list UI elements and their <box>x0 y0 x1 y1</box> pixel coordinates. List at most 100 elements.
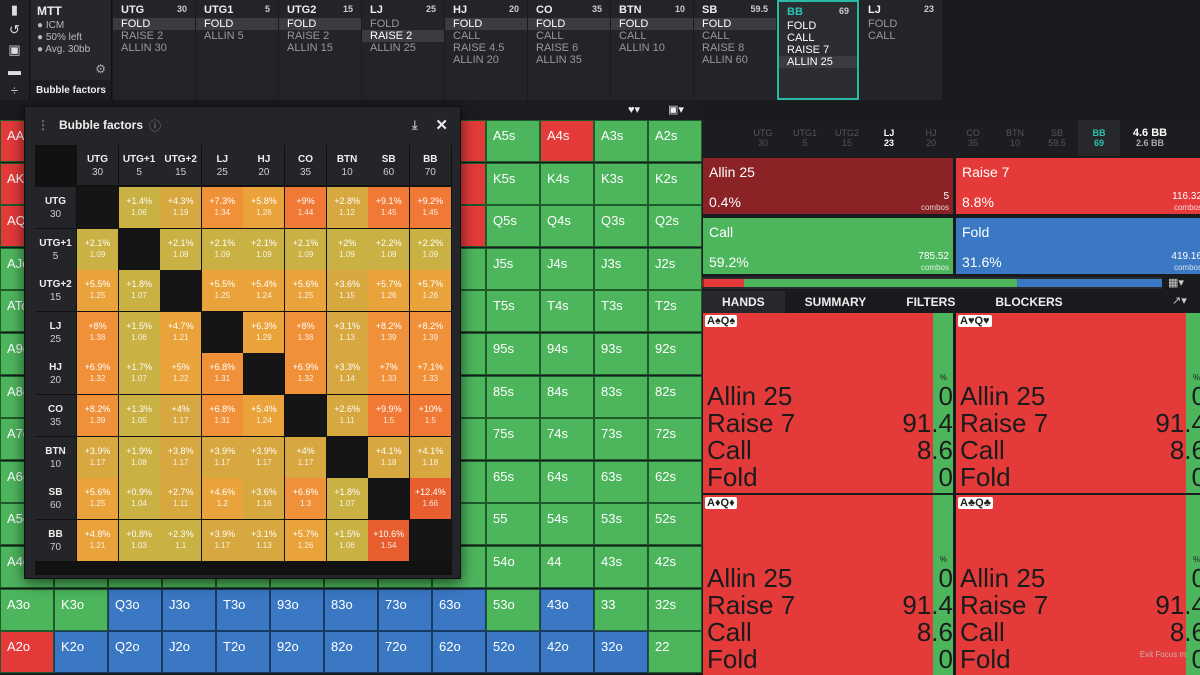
seat-action[interactable]: ALLIN 15 <box>287 42 333 54</box>
hand-cell[interactable]: 32o <box>594 631 648 674</box>
seat-9[interactable]: LJ 23 FOLD CALL <box>860 0 942 100</box>
hand-cell[interactable]: 54o <box>486 546 540 588</box>
hand-cell[interactable]: J3s <box>594 247 648 290</box>
seat-action[interactable]: FOLD <box>370 18 400 30</box>
seat-action[interactable]: FOLD <box>868 18 898 30</box>
hand-cell[interactable]: 82s <box>648 375 702 418</box>
seat-action[interactable]: FOLD <box>445 18 527 30</box>
hand-cell[interactable]: 65s <box>486 460 540 503</box>
hand-cell[interactable]: A3o <box>0 588 54 631</box>
seat-action[interactable]: ALLIN 60 <box>702 54 748 66</box>
bubble-factors-button[interactable]: Bubble factors <box>31 80 111 100</box>
close-icon[interactable]: ✕ <box>435 117 448 134</box>
hand-cell[interactable]: T3o <box>216 588 270 631</box>
hand-cell[interactable]: T3s <box>594 290 648 333</box>
hand-cell[interactable]: 44 <box>540 546 594 588</box>
action-box-3[interactable]: Fold 31.6% 419.16 combos <box>956 218 1200 274</box>
seat-action[interactable]: CALL <box>536 30 564 42</box>
hand-cell[interactable]: 64s <box>540 460 594 503</box>
seat-3[interactable]: LJ 25 FOLD RAISE 2 ALLIN 25 <box>362 0 444 100</box>
hand-cell[interactable]: Q2s <box>648 205 702 248</box>
hand-cell[interactable]: 22 <box>648 631 702 674</box>
hand-cell[interactable]: Q4s <box>540 205 594 248</box>
hand-cell[interactable]: Q5s <box>486 205 540 248</box>
seat-action[interactable]: ALLIN 30 <box>121 42 167 54</box>
seat-action[interactable]: RAISE 2 <box>362 30 444 42</box>
seat-action[interactable]: RAISE 7 <box>787 44 830 56</box>
gear-icon[interactable]: ⚙ <box>95 62 106 76</box>
seat-action[interactable]: ALLIN 5 <box>204 30 244 42</box>
hand-cell[interactable]: 53o <box>486 588 540 631</box>
gamepad-icon[interactable]: ▬ <box>8 62 21 78</box>
action-box-1[interactable]: Raise 7 8.8% 116.32 combos <box>956 158 1200 214</box>
grid-view-icon[interactable]: ▦▾ <box>1168 277 1184 289</box>
hand-cell[interactable]: 84s <box>540 375 594 418</box>
seat-action[interactable]: RAISE 2 <box>287 30 330 42</box>
hand-cell[interactable]: 92s <box>648 333 702 375</box>
hand-cell[interactable]: K4s <box>540 162 594 205</box>
hand-cell[interactable]: J2s <box>648 247 702 290</box>
hand-cell[interactable]: 42o <box>540 631 594 674</box>
hand-cell[interactable]: 83s <box>594 375 648 418</box>
hand-cell[interactable]: A4s <box>540 120 594 162</box>
position-2[interactable]: UTG2 15 <box>834 128 859 148</box>
hand-cell[interactable]: 93o <box>270 588 324 631</box>
bookmark-icon[interactable]: ▮ <box>10 2 19 17</box>
hand-cell[interactable]: Q3s <box>594 205 648 248</box>
hand-detail-2[interactable]: A♦Q♦% Allin 25 0 Raise 7 91.4 Call 8.6 Fold 0 <box>703 495 953 675</box>
hand-cell[interactable]: A2o <box>0 631 54 674</box>
hand-cell[interactable]: 83o <box>324 588 378 631</box>
seat-action[interactable]: ALLIN 25 <box>370 42 416 54</box>
seat-0[interactable]: UTG 30 FOLD RAISE 2 ALLIN 30 <box>113 0 195 100</box>
tab-blockers[interactable]: BLOCKERS <box>995 295 1063 309</box>
seat-4[interactable]: HJ 20 FOLD CALL RAISE 4.5 ALLIN 20 <box>445 0 527 100</box>
hand-cell[interactable]: 52o <box>486 631 540 674</box>
hand-cell[interactable]: J2o <box>162 631 216 674</box>
hand-cell[interactable]: 75s <box>486 418 540 461</box>
position-0[interactable]: UTG 30 <box>753 128 773 148</box>
seat-action[interactable]: FOLD <box>528 18 610 30</box>
expand-icon[interactable]: ↗▾ <box>1172 295 1187 307</box>
seat-action[interactable]: CALL <box>787 32 815 44</box>
hand-cell[interactable]: 62s <box>648 460 702 503</box>
hand-cell[interactable]: 52s <box>648 503 702 546</box>
seat-action[interactable]: ALLIN 35 <box>536 54 582 66</box>
hand-cell[interactable]: 42s <box>648 546 702 588</box>
undo-icon[interactable]: ↺ <box>9 22 20 37</box>
action-box-2[interactable]: Call 59.2% 785.52 combos <box>703 218 953 274</box>
hand-cell[interactable]: 73s <box>594 418 648 461</box>
hand-cell[interactable]: 92o <box>270 631 324 674</box>
hand-cell[interactable]: A5s <box>486 120 540 162</box>
seat-action[interactable]: FOLD <box>196 18 278 30</box>
hand-cell[interactable]: 94s <box>540 333 594 375</box>
hand-cell[interactable]: 53s <box>594 503 648 546</box>
seat-6[interactable]: BTN 10 FOLD CALL ALLIN 10 <box>611 0 693 100</box>
tab-hands[interactable]: HANDS <box>702 291 785 313</box>
hand-cell[interactable]: 62o <box>432 631 486 674</box>
position-6[interactable]: BTN 10 <box>1006 128 1024 148</box>
hand-cell[interactable]: J5s <box>486 247 540 290</box>
hand-cell[interactable]: T2o <box>216 631 270 674</box>
save-icon[interactable]: ▣ <box>8 42 21 57</box>
seat-action[interactable]: ALLIN 20 <box>453 54 499 66</box>
seat-action[interactable]: FOLD <box>113 18 195 30</box>
position-8[interactable]: BB 69 <box>1078 120 1120 156</box>
hand-cell[interactable]: 93s <box>594 333 648 375</box>
seat-action[interactable]: RAISE 6 <box>536 42 579 54</box>
position-4[interactable]: HJ 20 <box>925 128 937 148</box>
hand-cell[interactable]: T2s <box>648 290 702 333</box>
heart-icon[interactable]: ♥▾ <box>628 104 641 116</box>
seat-action[interactable]: ALLIN 25 <box>779 56 857 68</box>
hand-cell[interactable]: 43o <box>540 588 594 631</box>
position-3[interactable]: LJ 23 <box>883 128 895 148</box>
panel-header[interactable]: ⋮ Bubble factors ⓘ ⤓ ✕ <box>25 107 460 143</box>
hand-cell[interactable]: 72o <box>378 631 432 674</box>
hand-detail-0[interactable]: A♠Q♠% Allin 25 0 Raise 7 91.4 Call 8.6 Fold 0 <box>703 313 953 493</box>
seat-action[interactable]: FOLD <box>694 18 776 30</box>
hand-cell[interactable]: Q2o <box>108 631 162 674</box>
seat-action[interactable]: ALLIN 10 <box>619 42 665 54</box>
hand-cell[interactable]: K5s <box>486 162 540 205</box>
hand-cell[interactable]: K2s <box>648 162 702 205</box>
seat-action[interactable]: RAISE 4.5 <box>453 42 505 54</box>
seat-action[interactable]: FOLD <box>787 20 817 32</box>
